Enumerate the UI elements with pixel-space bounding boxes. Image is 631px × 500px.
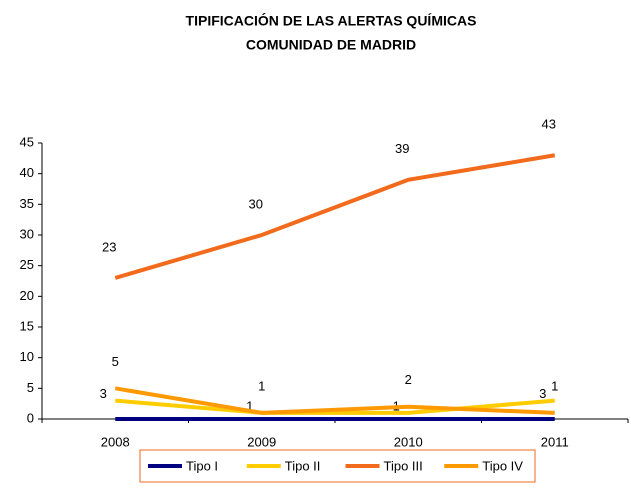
legend-label: Tipo IV <box>482 458 523 473</box>
y-tick-label: 45 <box>20 134 34 149</box>
legend-box <box>139 449 536 483</box>
series-line <box>114 153 556 280</box>
y-tick-label: 15 <box>20 318 34 333</box>
data-label: 2 <box>405 372 412 387</box>
x-tick-label: 2008 <box>101 434 130 449</box>
legend-label: Tipo I <box>186 458 218 473</box>
series-line <box>114 386 555 415</box>
x-tick-label: 2009 <box>247 434 276 449</box>
data-label: 5 <box>112 354 119 369</box>
chart-title: TIPIFICACIÓN DE LAS ALERTAS QUÍMICAS <box>186 12 477 29</box>
data-label: 3 <box>100 386 107 401</box>
y-tick-label: 20 <box>20 288 34 303</box>
y-tick-label: 0 <box>27 410 34 425</box>
y-tick-label: 10 <box>20 349 34 364</box>
series-line <box>115 398 555 415</box>
x-tick-label: 2011 <box>541 434 569 449</box>
y-tick-label: 5 <box>27 380 34 395</box>
legend-label: Tipo II <box>285 458 321 473</box>
data-label: 3 <box>539 386 546 401</box>
data-label: 30 <box>249 196 263 211</box>
y-tick-label: 30 <box>20 226 34 241</box>
chart-title: COMUNIDAD DE MADRID <box>246 37 416 53</box>
data-label: 1 <box>551 378 558 393</box>
legend-label: Tipo III <box>384 458 423 473</box>
data-label: 1 <box>246 398 253 413</box>
data-label: 43 <box>542 117 556 132</box>
x-tick-label: 2010 <box>394 434 423 449</box>
data-label: 23 <box>102 239 116 254</box>
y-tick-label: 25 <box>20 257 34 272</box>
y-tick-label: 35 <box>20 196 34 211</box>
data-label: 39 <box>395 141 409 156</box>
data-label: 1 <box>258 378 265 393</box>
y-tick-label: 40 <box>20 165 34 180</box>
